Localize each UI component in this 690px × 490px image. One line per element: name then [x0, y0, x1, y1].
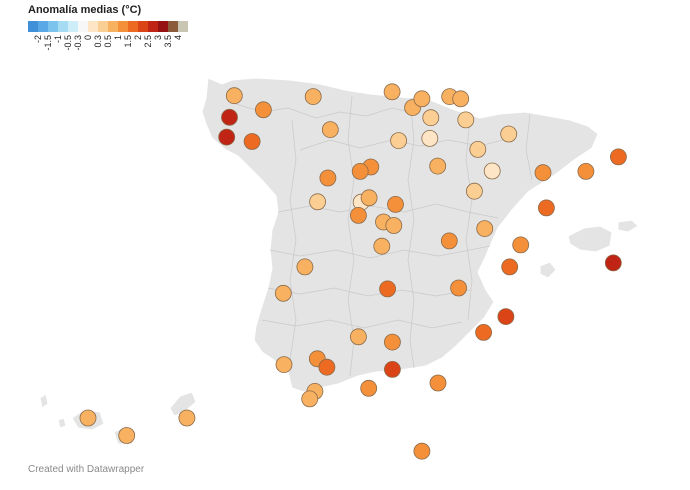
station-marker[interactable]	[360, 379, 378, 397]
portugal-area	[192, 112, 278, 342]
canary-gomera	[57, 417, 67, 429]
station-marker[interactable]	[604, 254, 622, 272]
border-line	[289, 119, 297, 361]
border-line	[269, 245, 491, 259]
legend-title: Anomalía medias (°C)	[28, 4, 142, 16]
legend-swatch	[48, 21, 58, 32]
legend-color-bar	[28, 21, 188, 32]
station-marker[interactable]	[319, 169, 337, 187]
border-line	[261, 319, 463, 329]
station-marker[interactable]	[390, 132, 408, 150]
station-marker[interactable]	[538, 199, 555, 217]
legend-swatch	[88, 21, 98, 32]
station-marker[interactable]	[501, 258, 519, 276]
legend-swatch	[108, 21, 118, 32]
legend-swatch	[38, 21, 48, 32]
station-marker[interactable]	[351, 162, 369, 180]
station-markers	[79, 83, 627, 460]
datawrapper-credit: Created with Datawrapper	[28, 464, 145, 475]
station-marker[interactable]	[296, 258, 314, 276]
border-line	[465, 117, 473, 321]
station-marker[interactable]	[610, 148, 627, 166]
balearic-mallorca	[567, 225, 613, 253]
legend-swatch	[118, 21, 128, 32]
station-marker[interactable]	[383, 333, 401, 351]
legend-swatch	[28, 21, 38, 32]
station-marker[interactable]	[387, 195, 404, 213]
legend-swatch	[98, 21, 108, 32]
station-marker[interactable]	[383, 83, 401, 101]
canary-la-palma	[39, 393, 49, 409]
station-marker[interactable]	[118, 427, 136, 444]
station-marker[interactable]	[476, 220, 494, 238]
station-marker[interactable]	[373, 237, 391, 255]
station-marker[interactable]	[274, 284, 292, 302]
station-marker[interactable]	[321, 121, 339, 139]
station-marker[interactable]	[497, 308, 515, 326]
station-marker[interactable]	[225, 87, 243, 105]
station-marker[interactable]	[413, 442, 431, 460]
station-marker[interactable]	[422, 109, 440, 127]
station-marker[interactable]	[318, 358, 336, 376]
legend-swatch	[178, 21, 188, 32]
station-marker[interactable]	[429, 374, 447, 392]
color-legend: Anomalía medias (°C) -2 -1.5 -1 -0.5 -0.3 0 0.…	[28, 4, 188, 51]
station-marker[interactable]	[304, 88, 322, 105]
station-marker[interactable]	[221, 108, 238, 126]
station-marker[interactable]	[309, 193, 327, 211]
border-line	[525, 113, 533, 181]
station-marker[interactable]	[452, 90, 470, 108]
border-line	[267, 287, 471, 297]
legend-swatch	[168, 21, 178, 32]
station-marker[interactable]	[465, 182, 483, 200]
station-marker[interactable]	[421, 129, 439, 147]
legend-swatch	[128, 21, 138, 32]
legend-swatch	[58, 21, 68, 32]
balearic-menorca	[617, 219, 639, 233]
station-marker[interactable]	[500, 125, 518, 143]
station-marker[interactable]	[379, 280, 397, 298]
station-marker[interactable]	[450, 279, 468, 297]
legend-swatch	[138, 21, 148, 32]
station-marker[interactable]	[349, 206, 367, 224]
balearic-ibiza	[539, 261, 557, 279]
station-marker[interactable]	[383, 360, 401, 378]
station-marker[interactable]	[275, 356, 293, 374]
legend-swatch	[158, 21, 168, 32]
station-marker[interactable]	[254, 101, 272, 119]
legend-swatch	[148, 21, 158, 32]
legend-swatch	[68, 21, 78, 32]
station-marker[interactable]	[243, 133, 261, 150]
station-marker[interactable]	[349, 328, 367, 346]
station-marker[interactable]	[577, 162, 595, 180]
station-marker[interactable]	[457, 111, 475, 129]
station-marker[interactable]	[534, 164, 552, 182]
canary-fuerteventura	[169, 391, 197, 417]
station-marker[interactable]	[512, 236, 530, 254]
station-marker[interactable]	[475, 323, 493, 341]
station-marker[interactable]	[301, 390, 319, 408]
border-line	[407, 97, 415, 369]
station-marker[interactable]	[483, 162, 501, 180]
station-marker[interactable]	[79, 409, 97, 427]
station-marker[interactable]	[178, 409, 196, 427]
station-marker[interactable]	[440, 232, 458, 250]
station-marker[interactable]	[360, 189, 378, 207]
station-marker[interactable]	[429, 157, 447, 175]
land-layer	[39, 77, 639, 445]
station-marker[interactable]	[469, 140, 487, 158]
legend-swatch	[78, 21, 88, 32]
station-marker[interactable]	[385, 217, 403, 234]
station-marker[interactable]	[218, 128, 236, 146]
station-marker[interactable]	[413, 90, 431, 108]
